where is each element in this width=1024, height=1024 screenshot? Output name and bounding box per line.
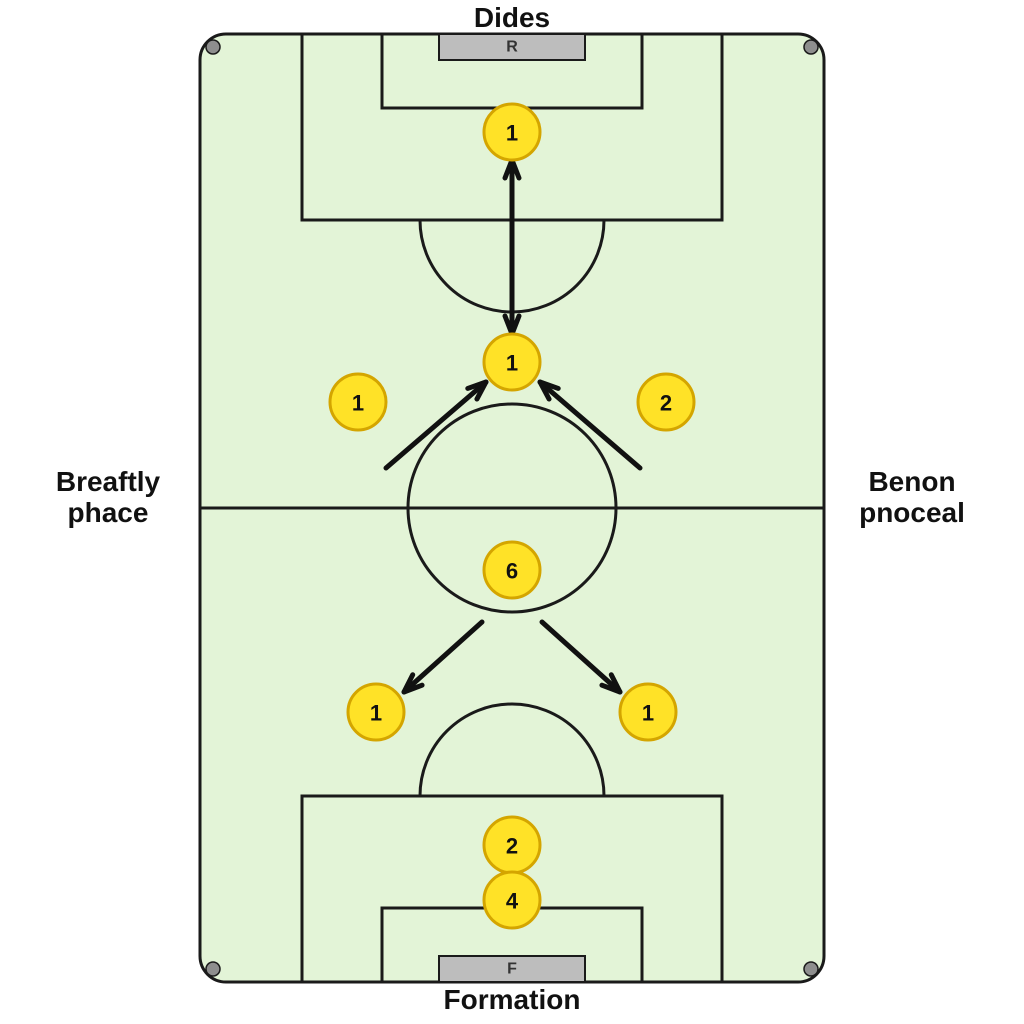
player-label-gk-top: 1 [506, 121, 518, 146]
corner-dot-0 [206, 40, 220, 54]
player-cf-upper: 2 [484, 817, 540, 873]
player-label-cf-upper: 2 [506, 834, 518, 859]
player-label-cb-right: 1 [642, 701, 654, 726]
player-label-dm-center: 6 [506, 559, 518, 584]
corner-dot-1 [804, 40, 818, 54]
player-label-am-center: 1 [506, 351, 518, 376]
player-cf-lower: 4 [484, 872, 540, 928]
pitch-svg: R F 1 1 1 2 6 1 1 2 4 [0, 0, 1024, 1024]
player-label-mr-right: 2 [660, 391, 672, 416]
player-label-ml-left: 1 [352, 391, 364, 416]
player-ml-left: 1 [330, 374, 386, 430]
corner-dot-2 [206, 962, 220, 976]
goal-letter-bottom: F [507, 961, 517, 978]
player-dm-center: 6 [484, 542, 540, 598]
player-gk-top: 1 [484, 104, 540, 160]
player-mr-right: 2 [638, 374, 694, 430]
corner-dot-3 [804, 962, 818, 976]
pitch: R F 1 1 1 2 6 1 1 2 4 [0, 0, 1024, 1024]
player-label-cb-left: 1 [370, 701, 382, 726]
player-label-cf-lower: 4 [506, 889, 519, 914]
tactics-diagram: Dides Breaftly phace Benon pnoceal Forma… [0, 0, 1024, 1024]
goal-letter-top: R [506, 39, 518, 56]
player-cb-right: 1 [620, 684, 676, 740]
player-cb-left: 1 [348, 684, 404, 740]
player-am-center: 1 [484, 334, 540, 390]
